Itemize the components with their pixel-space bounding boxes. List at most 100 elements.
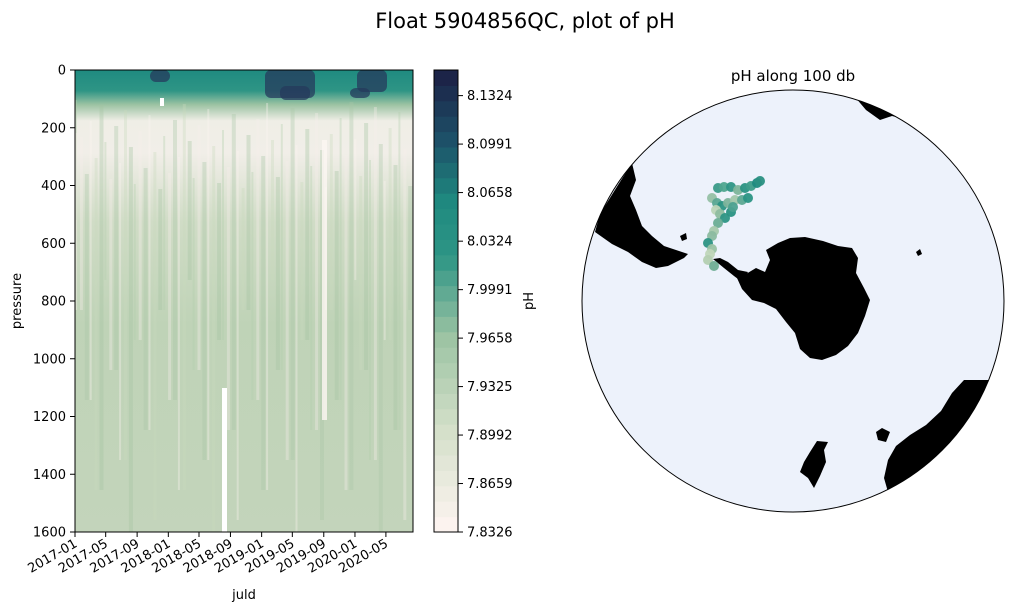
heatmap-streak — [369, 160, 371, 460]
track-point — [709, 261, 719, 271]
heatmap-columns — [75, 70, 413, 532]
colorbar-band — [434, 362, 458, 379]
colorbar-band — [434, 285, 458, 302]
colorbar-band — [434, 393, 458, 410]
colorbar-band — [434, 70, 458, 86]
heatmap-streak — [280, 124, 283, 370]
heatmap-streak — [187, 141, 192, 280]
heatmap-streak — [202, 162, 207, 460]
heatmap-streak — [153, 152, 157, 520]
heatmap-streak — [114, 126, 119, 370]
data-gap-small — [160, 98, 164, 106]
heatmap-streak — [393, 165, 398, 430]
heatmap-streak — [79, 137, 83, 310]
colorbar-label: pH — [522, 292, 537, 310]
track-point — [728, 202, 738, 212]
colorbar-tick-label: 8.0991 — [467, 138, 513, 153]
colorbar-band — [434, 470, 458, 487]
x-axis: 2017-012017-052017-092018-012018-052018-… — [25, 532, 391, 577]
heatmap-streak — [124, 110, 127, 460]
colorbar-band — [434, 270, 458, 287]
heatmap-streak — [99, 105, 104, 490]
y-axis-label: pressure — [10, 273, 25, 329]
heatmap-streak — [217, 183, 222, 340]
y-tick-label: 1600 — [33, 526, 66, 541]
heatmap-streak — [143, 168, 148, 430]
heatmap-streak — [251, 172, 254, 400]
heatmap-streak — [354, 139, 357, 280]
heatmap-streak — [315, 113, 319, 430]
colorbar-band — [434, 100, 458, 117]
heatmap-streak — [75, 100, 77, 220]
heatmap-streak — [236, 151, 239, 520]
heatmap-streak — [349, 102, 354, 490]
colorbar-tick-label: 7.9991 — [467, 283, 513, 298]
heatmap-streak — [403, 149, 407, 520]
heatmap-streak — [388, 128, 392, 340]
y-tick-label: 0 — [58, 64, 66, 79]
heatmap-streak — [329, 134, 333, 310]
colorbar-band — [434, 147, 458, 163]
heatmap-field — [75, 70, 413, 532]
heatmap-streak — [408, 186, 413, 310]
heatmap-streak — [173, 120, 177, 400]
map-boundary — [581, 89, 1005, 513]
heatmap-streak — [75, 133, 78, 310]
heatmap-streak — [364, 123, 369, 370]
colorbar-band — [434, 208, 458, 225]
colorbar-band — [434, 378, 458, 394]
heatmap-streak — [305, 129, 310, 340]
map-title: pH along 100 db — [731, 67, 855, 85]
heatmap-streak — [261, 156, 266, 490]
heatmap-streak — [182, 104, 186, 490]
heatmap-streak — [359, 176, 363, 370]
float-track — [703, 176, 765, 271]
y-tick-label: 200 — [41, 121, 66, 136]
south-georgia-land — [680, 233, 687, 241]
colorbar-tick-label: 8.0324 — [467, 235, 513, 250]
heatmap-streak — [310, 166, 313, 430]
figure-title: Float 5904856QC, plot of pH — [375, 9, 675, 33]
heatmap-streak — [148, 115, 151, 430]
heatmap-streak — [226, 167, 230, 430]
colorbar-band — [434, 177, 458, 194]
heatmap-streak — [207, 109, 210, 460]
heatmap-streak — [373, 107, 377, 460]
y-tick-label: 1000 — [33, 352, 66, 367]
y-tick-label: 800 — [41, 295, 66, 310]
heatmap-streak — [222, 130, 224, 340]
heatmap-streak — [192, 178, 195, 370]
heatmap-streak — [241, 188, 245, 310]
colorbar-band — [434, 116, 458, 133]
y-tick-label: 400 — [41, 179, 66, 194]
new-zealand-land — [800, 441, 828, 488]
heatmap-streak — [271, 140, 274, 280]
colorbar-bands — [434, 70, 458, 533]
map-panel: pH along 100 db — [581, 67, 1005, 513]
colorbar-band — [434, 501, 458, 518]
heatmap-streak — [197, 125, 201, 370]
data-gap — [222, 388, 227, 532]
y-axis: 0 200 400 600 800 1000 1200 1400 1600 — [33, 64, 75, 541]
colorbar-band — [434, 85, 458, 102]
heatmap-streak-pale — [322, 140, 327, 420]
heatmap-streak — [339, 118, 342, 400]
colorbar-tick-label: 8.1324 — [467, 89, 513, 104]
heatmap-streak — [231, 114, 236, 430]
colorbar-band — [434, 224, 458, 240]
colorbar-tick-label: 7.9658 — [467, 332, 513, 347]
heatmap-streak — [383, 181, 386, 340]
heatmap-streak — [119, 163, 122, 460]
colorbar-band — [434, 162, 458, 179]
kerguelen-land — [916, 249, 922, 256]
heatmap-streak — [295, 145, 298, 532]
colorbar-band — [434, 193, 458, 210]
heatmap-streak — [275, 177, 280, 370]
colorbar-tick-label: 7.8992 — [467, 429, 513, 444]
heatmap-streak — [158, 189, 163, 310]
heatmap-surface-high — [150, 70, 170, 82]
heatmap-streak — [177, 157, 180, 490]
heatmap-streak — [344, 155, 348, 490]
heatmap-streak — [128, 147, 133, 532]
